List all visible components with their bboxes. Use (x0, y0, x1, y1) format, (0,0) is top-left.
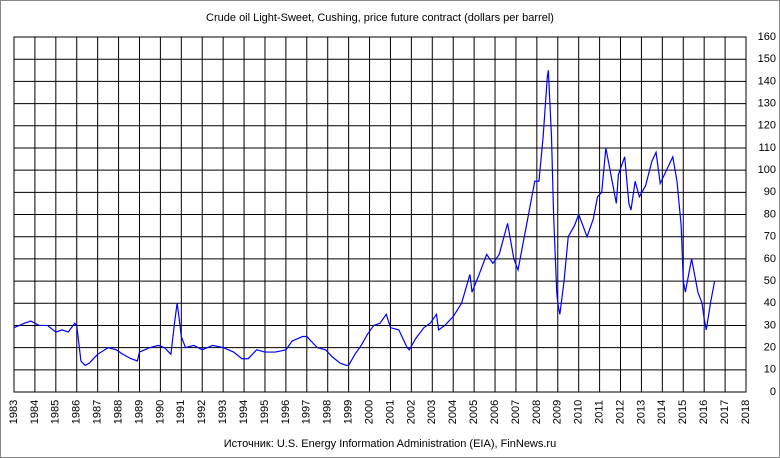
y-tick-label: 50 (764, 275, 776, 287)
x-tick-label: 2011 (594, 400, 606, 424)
x-tick-label: 1985 (50, 400, 62, 424)
x-tick-label: 1992 (196, 400, 208, 424)
x-tick-label: 1995 (259, 400, 271, 424)
y-tick-label: 70 (764, 231, 776, 243)
x-tick-label: 1990 (154, 400, 166, 424)
x-tick-label: 1987 (92, 400, 104, 424)
x-tick-label: 1988 (112, 400, 124, 424)
x-tick-label: 2007 (510, 400, 522, 424)
x-tick-label: 2012 (614, 400, 626, 424)
x-tick-label: 1983 (8, 400, 20, 424)
x-tick-label: 1986 (71, 400, 83, 424)
x-tick-label: 2018 (740, 400, 752, 424)
x-tick-label: 2014 (656, 400, 668, 424)
y-tick-label: 10 (764, 364, 776, 376)
x-tick-label: 2005 (468, 400, 480, 424)
x-tick-label: 2016 (698, 400, 710, 424)
x-tick-label: 2013 (635, 400, 647, 424)
y-tick-label: 130 (758, 97, 776, 109)
x-tick-label: 1989 (133, 400, 145, 424)
x-tick-label: 2010 (573, 400, 585, 424)
chart-title: Crude oil Light-Sweet, Cushing, price fu… (206, 12, 554, 24)
y-tick-label: 120 (758, 120, 776, 132)
y-tick-label: 140 (758, 75, 776, 87)
x-tick-label: 2015 (677, 400, 689, 424)
x-tick-label: 2006 (489, 400, 501, 424)
y-tick-label: 0 (770, 386, 776, 398)
x-tick-label: 2002 (405, 400, 417, 424)
y-tick-label: 30 (764, 319, 776, 331)
x-tick-label: 2017 (719, 400, 731, 424)
x-tick-label: 1997 (301, 400, 313, 424)
x-tick-label: 1993 (217, 400, 229, 424)
x-tick-label: 2001 (384, 400, 396, 424)
x-tick-label: 1991 (175, 400, 187, 424)
y-tick-label: 40 (764, 297, 776, 309)
x-tick-label: 2003 (426, 400, 438, 424)
y-tick-label: 110 (758, 142, 776, 154)
x-tick-label: 2000 (363, 400, 375, 424)
x-tick-label: 1998 (322, 400, 334, 424)
y-tick-label: 20 (764, 342, 776, 354)
x-tick-label: 1994 (238, 400, 250, 424)
price-line (13, 70, 716, 367)
y-tick-label: 90 (764, 186, 776, 198)
x-tick-label: 1996 (280, 400, 292, 424)
y-tick-label: 100 (758, 164, 776, 176)
y-tick-label: 160 (758, 31, 776, 43)
source-note: Источник: U.S. Energy Information Admini… (224, 438, 556, 450)
y-tick-label: 60 (764, 253, 776, 265)
y-tick-label: 80 (764, 208, 776, 220)
y-tick-label: 150 (758, 53, 776, 65)
x-tick-label: 2009 (552, 400, 564, 424)
x-tick-label: 2008 (531, 400, 543, 424)
x-tick-label: 1999 (343, 400, 355, 424)
x-tick-label: 1984 (29, 400, 41, 424)
x-tick-label: 2004 (447, 400, 459, 424)
